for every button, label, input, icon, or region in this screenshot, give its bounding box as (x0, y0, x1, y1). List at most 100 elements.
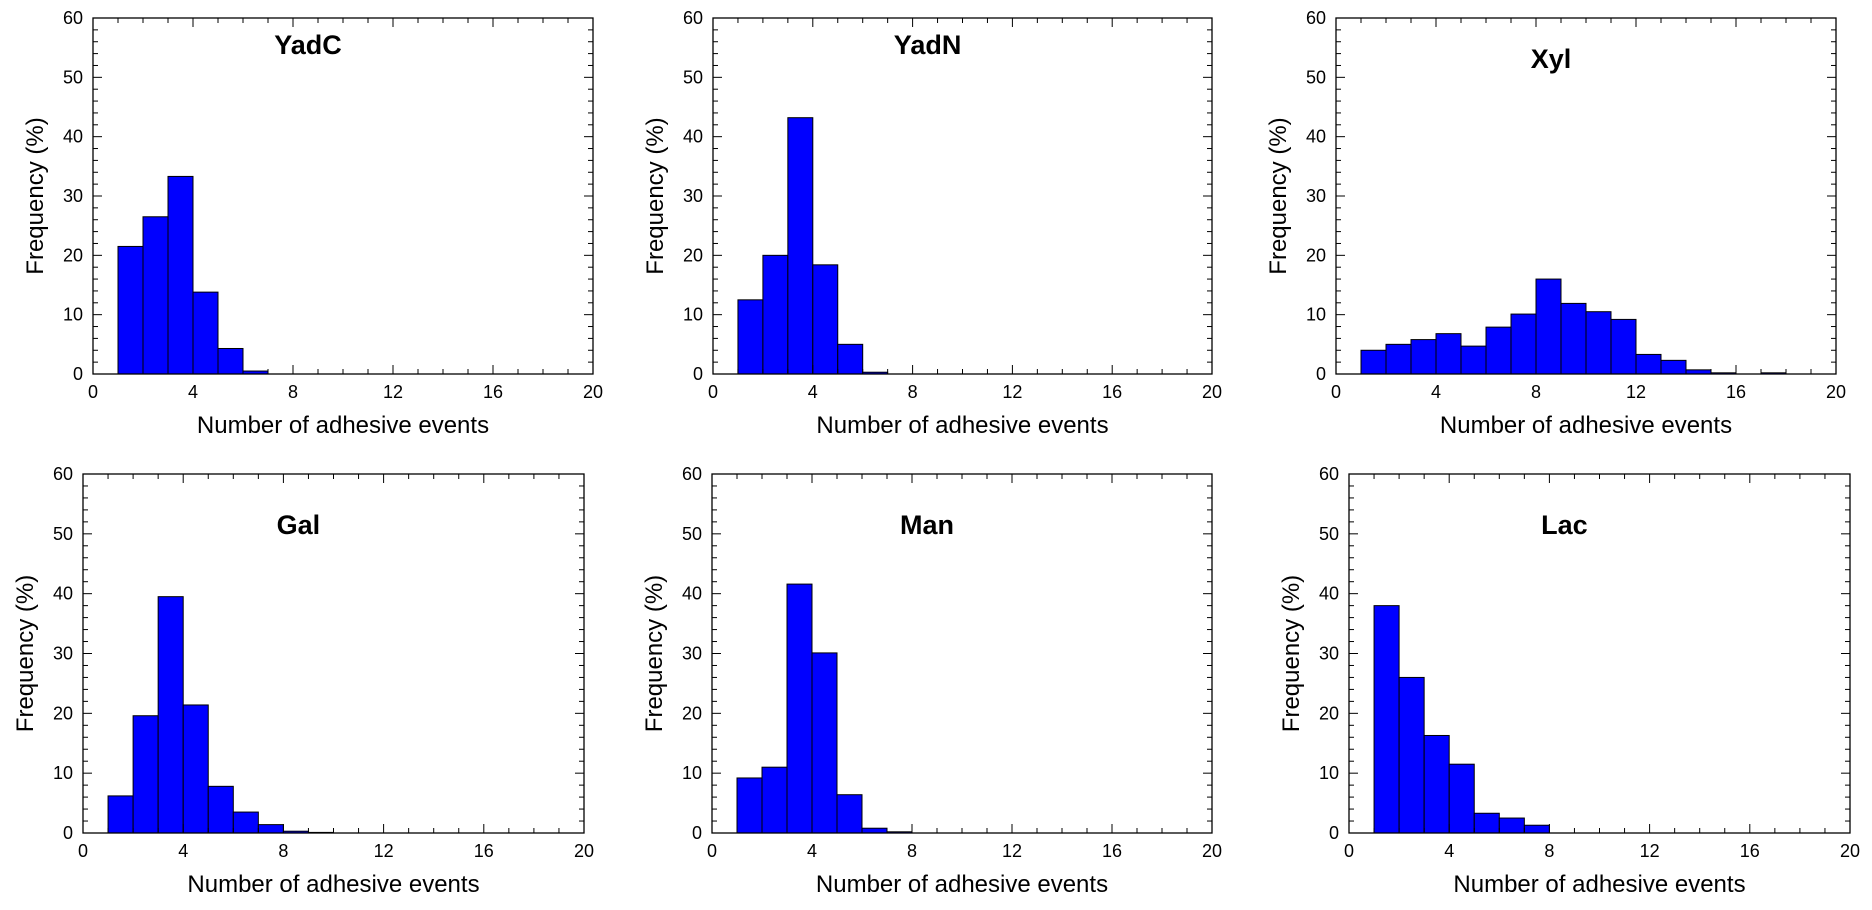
histogram-bar (1560, 302, 1587, 375)
panel-title: YadC (274, 30, 342, 60)
histogram-bar (761, 766, 788, 834)
x-tick-label: 20 (1826, 382, 1846, 402)
histogram-bar (132, 715, 159, 834)
histogram-bar (786, 583, 813, 834)
histogram-bar (1448, 763, 1475, 834)
x-tick-label: 0 (78, 841, 88, 861)
histogram-panel-xyl: 0 4 8 12 16 20 0 10 20 30 40 50 60 Xyl Number of adhes… (1265, 8, 1846, 439)
x-tick-label: 4 (808, 382, 818, 402)
histogram-panel-lac: 0 4 8 12 16 20 0 10 20 30 40 50 60 Lac Number of adhes… (1278, 464, 1860, 898)
x-tick-label: 16 (483, 382, 503, 402)
histogram-bar (861, 827, 888, 834)
y-tick-label: 40 (53, 584, 73, 604)
panel-title: Lac (1541, 510, 1588, 540)
x-tick-label: 12 (1626, 382, 1646, 402)
histogram-bar (736, 777, 763, 834)
y-tick-label: 30 (683, 186, 703, 206)
histogram-bar (737, 299, 764, 375)
y-tick-label: 10 (63, 305, 83, 325)
y-tick-label: 60 (683, 8, 703, 28)
histogram-bar (207, 785, 234, 834)
y-tick-label: 30 (63, 186, 83, 206)
x-tick-label: 16 (1102, 841, 1122, 861)
y-tick-label: 20 (683, 245, 703, 265)
y-tick-label: 50 (63, 67, 83, 87)
x-axis-label: Number of adhesive events (197, 412, 489, 439)
y-tick-label: 30 (682, 644, 702, 664)
y-tick-label: 50 (1306, 67, 1326, 87)
histogram-bar (1473, 812, 1500, 834)
x-tick-label: 8 (908, 382, 918, 402)
y-axis-label: Frequency (%) (22, 117, 49, 274)
histogram-panel-man: 0 4 8 12 16 20 0 10 20 30 40 50 60 Man Number of adhes… (641, 464, 1222, 898)
histogram-bar (836, 794, 863, 834)
x-tick-label: 20 (574, 841, 594, 861)
histogram-bar (232, 811, 259, 834)
y-tick-label: 20 (53, 703, 73, 723)
y-tick-label: 40 (683, 127, 703, 147)
histogram-bar (1498, 817, 1525, 834)
x-axis-label: Number of adhesive events (187, 871, 479, 898)
y-tick-label: 60 (53, 464, 73, 484)
y-tick-label: 60 (1306, 8, 1326, 28)
histogram-bar (1485, 326, 1512, 375)
x-tick-label: 4 (1431, 382, 1441, 402)
histogram-bar (1398, 676, 1425, 834)
x-tick-label: 20 (1202, 841, 1222, 861)
y-axis-label: Frequency (%) (641, 575, 668, 732)
y-tick-label: 20 (1319, 703, 1339, 723)
histogram-bar (1535, 278, 1562, 375)
histogram-bar (142, 216, 169, 375)
y-tick-label: 20 (682, 703, 702, 723)
histogram-bar (1385, 343, 1412, 375)
y-tick-label: 40 (682, 584, 702, 604)
x-tick-label: 4 (188, 382, 198, 402)
x-tick-label: 20 (1202, 382, 1222, 402)
histogram-bar (762, 254, 789, 375)
histogram-bar (167, 175, 194, 375)
x-tick-label: 12 (383, 382, 403, 402)
x-tick-label: 8 (288, 382, 298, 402)
panel-title: Man (900, 510, 954, 540)
y-tick-label: 10 (1319, 763, 1339, 783)
y-tick-label: 0 (73, 364, 83, 384)
y-tick-label: 20 (63, 245, 83, 265)
x-tick-label: 20 (583, 382, 603, 402)
y-tick-label: 60 (682, 464, 702, 484)
y-tick-label: 40 (63, 127, 83, 147)
histogram-panel-gal: 0 4 8 12 16 20 0 10 20 30 40 50 60 Gal Number of adhes… (12, 464, 594, 898)
histogram-bar (837, 343, 864, 375)
histogram-bar (1423, 734, 1450, 834)
histogram-bar (1410, 339, 1437, 375)
x-tick-label: 8 (907, 841, 917, 861)
x-tick-label: 4 (1444, 841, 1454, 861)
histogram-bar (157, 596, 184, 834)
y-tick-label: 60 (1319, 464, 1339, 484)
x-tick-label: 4 (178, 841, 188, 861)
x-tick-label: 8 (278, 841, 288, 861)
y-axis-label: Frequency (%) (1265, 117, 1292, 274)
x-tick-label: 0 (707, 841, 717, 861)
x-tick-label: 0 (708, 382, 718, 402)
histogram-panel-yadn: 0 4 8 12 16 20 0 10 20 30 40 50 60 YadN Number of adhe… (642, 8, 1222, 439)
y-tick-label: 20 (1306, 245, 1326, 265)
x-tick-label: 0 (1331, 382, 1341, 402)
histogram-panel-yadc: 0 4 8 12 16 20 0 10 20 30 40 50 60 YadC Number of adhe… (22, 8, 603, 439)
histogram-bar (182, 704, 209, 834)
y-tick-label: 0 (692, 823, 702, 843)
histogram-bar (1660, 359, 1687, 375)
x-tick-label: 12 (1002, 841, 1022, 861)
y-tick-label: 10 (683, 305, 703, 325)
histogram-bar (192, 291, 219, 375)
y-tick-label: 50 (683, 67, 703, 87)
y-tick-label: 50 (53, 524, 73, 544)
y-tick-label: 0 (1329, 823, 1339, 843)
y-tick-label: 40 (1319, 584, 1339, 604)
y-tick-label: 50 (1319, 524, 1339, 544)
y-tick-label: 40 (1306, 127, 1326, 147)
x-axis-label: Number of adhesive events (1453, 871, 1745, 898)
x-axis-label: Number of adhesive events (1440, 412, 1732, 439)
panel-title: Gal (277, 510, 321, 540)
y-axis-label: Frequency (%) (1278, 575, 1305, 732)
